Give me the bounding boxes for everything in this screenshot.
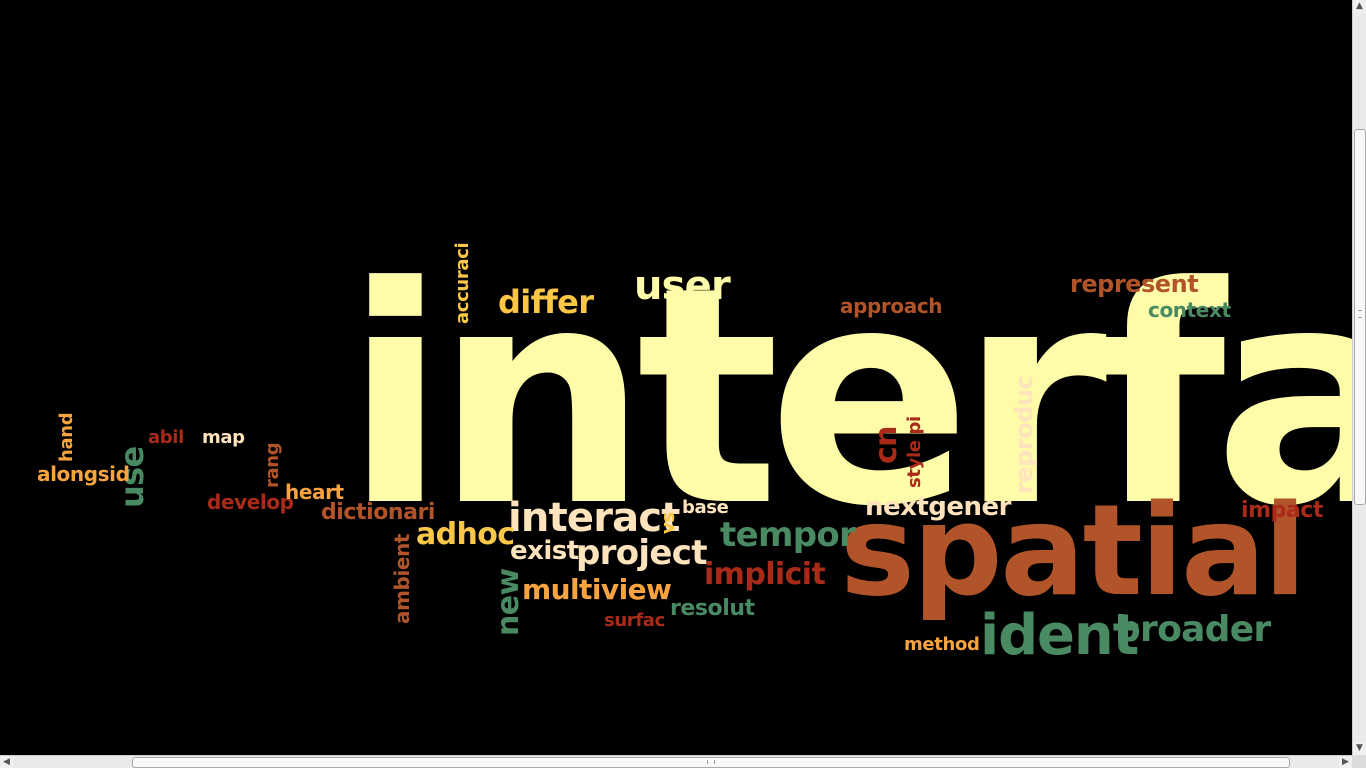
word-represent: represent (1070, 270, 1199, 298)
word-rang: rang (262, 442, 283, 488)
word-develop: develop (207, 490, 294, 514)
scroll-left-arrow-icon[interactable]: ◀ (0, 756, 13, 768)
grip-icon (1358, 310, 1362, 318)
word-reproduc: reproduc (1010, 375, 1038, 494)
word-context: context (1148, 298, 1231, 322)
word-nextgener: nextgener (865, 492, 1011, 522)
word-heart: heart (285, 480, 344, 504)
word-method: method (904, 634, 980, 655)
word-cn: cn (869, 426, 904, 464)
word-hand: hand (56, 412, 77, 462)
word-user: user (634, 263, 731, 309)
word-alongsid: alongsid (37, 462, 130, 486)
word-implicit: implicit (704, 557, 826, 592)
word-tempor: tempor (720, 515, 856, 555)
vertical-scrollbar[interactable]: ▲ ▼ (1352, 0, 1366, 755)
scroll-down-arrow-icon[interactable]: ▼ (1353, 742, 1366, 755)
word-spatial: spatial (840, 477, 1307, 624)
word-multiview: multiview (522, 573, 672, 606)
word-style-pi: style pi (904, 416, 925, 488)
vertical-scroll-thumb[interactable] (1354, 129, 1366, 505)
word-cloud-canvas: interfac spatial ident broader user diff… (37, 223, 1352, 668)
word-resolut: resolut (670, 596, 755, 621)
word-new: new (491, 568, 526, 636)
horizontal-scroll-thumb[interactable] (132, 757, 1290, 768)
word-differ: differ (498, 283, 594, 321)
word-ambient: ambient (390, 533, 414, 624)
word-ident: ident (980, 603, 1139, 668)
word-adhoc: adhoc (416, 517, 515, 552)
word-dictionari: dictionari (321, 500, 436, 525)
word-interfac: interfac (344, 223, 1352, 572)
word-broader: broader (1115, 609, 1271, 650)
word-project: project (576, 533, 708, 573)
horizontal-scrollbar[interactable]: ◀ ▶ (0, 755, 1352, 768)
word-abil: abil (148, 427, 184, 448)
word-base: base (682, 497, 729, 518)
word-impact: impact (1241, 498, 1323, 523)
word-approach: approach (840, 294, 943, 318)
scroll-up-arrow-icon[interactable]: ▲ (1353, 0, 1366, 13)
scroll-right-arrow-icon[interactable]: ▶ (1339, 756, 1352, 768)
word-vs: vs (658, 512, 679, 534)
word-exist: exist (510, 536, 579, 566)
word-surfac: surfac (604, 610, 665, 631)
word-map: map (202, 427, 245, 448)
word-interact: interact (508, 495, 680, 541)
grip-icon (707, 760, 715, 764)
scrollbar-corner (1352, 755, 1366, 768)
word-accuraci: accuraci (452, 242, 473, 324)
